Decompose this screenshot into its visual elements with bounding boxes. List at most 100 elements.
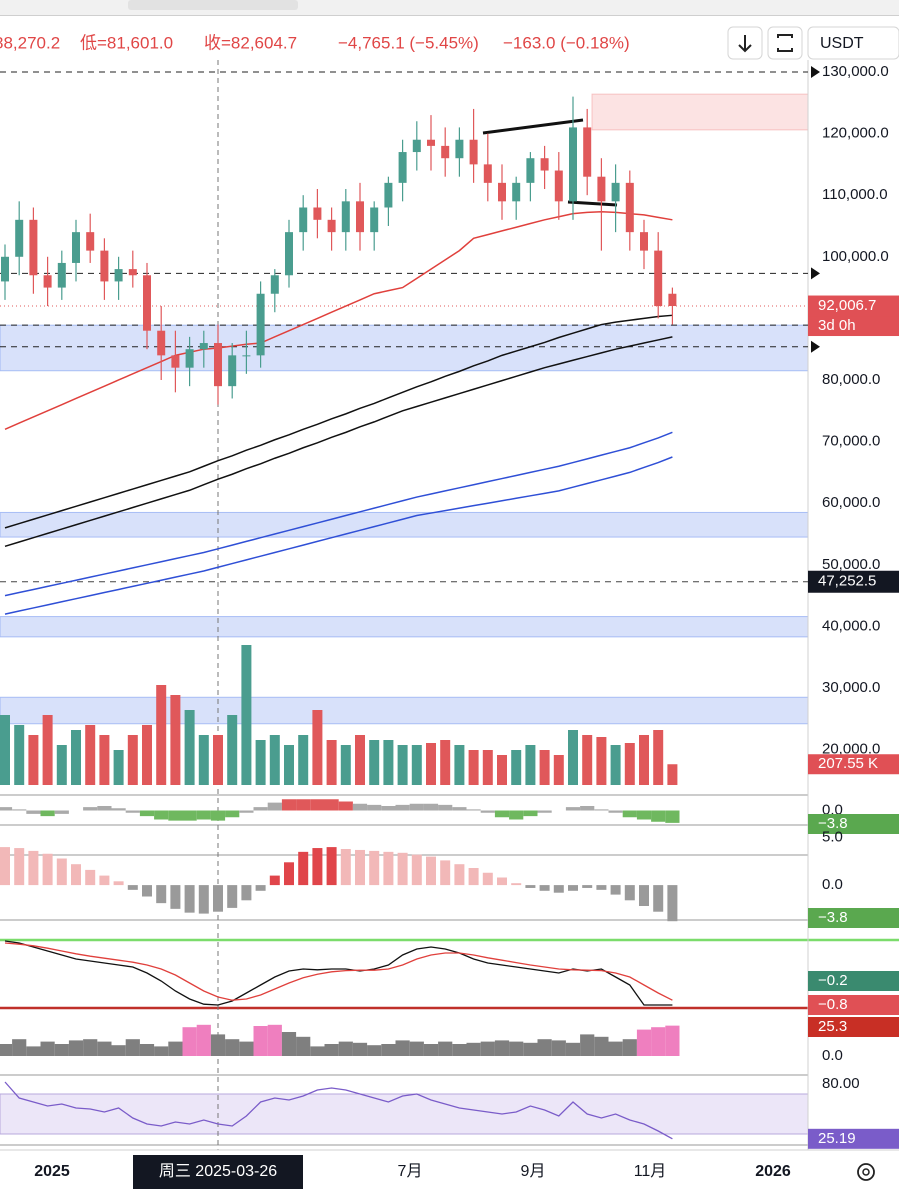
volume-label-bg [808,754,899,775]
zone [0,324,809,372]
indicator-bar [665,810,680,823]
volume-bar [397,745,408,785]
candle-body [483,164,492,183]
candle-body [512,182,521,202]
volume-bar [667,764,678,785]
volume-bar [610,745,621,785]
countdown: 3d 0h [818,317,856,334]
indicator-bar [338,801,353,811]
candle-body [597,176,606,202]
volume-bar [0,715,10,785]
y-tick-label: 40,000.0 [822,617,880,634]
volume-bar [312,710,323,785]
last-value-label-bg [808,995,899,1015]
indicator-bar [409,1041,424,1056]
level-marker [811,340,820,353]
indicator-bar [184,885,195,913]
marked-level-label-bg [808,570,899,593]
indicator-bar [423,1044,439,1056]
indicator-bar [182,810,197,821]
indicator-bar [539,885,550,891]
volume-bar [539,750,550,785]
volume-bar [284,745,294,785]
indicator-bar [225,1039,240,1056]
volume-bar [653,730,664,785]
indicator-bar [423,803,439,811]
ohlc-change: −4,765.1 (−5.45%) [338,33,479,52]
volume-bar [255,740,266,785]
indicator-bar [653,885,664,912]
indicator-bar [383,851,394,886]
volume-bar [269,735,280,785]
indicator-bar [127,885,138,890]
currency-button[interactable] [807,26,899,60]
indicator-bar [281,1032,297,1056]
indicator-bar [56,858,67,886]
x-tick-label: 2025 [34,1163,70,1180]
indicator-bar [324,799,339,811]
indicator-bar [565,1042,581,1056]
indicator-bar [480,1041,495,1056]
last-value-label: 25.19 [818,1130,856,1147]
indicator-bar [452,807,467,811]
candle-body [654,250,663,307]
volume-bar [525,745,536,785]
settings-icon[interactable] [857,1163,875,1181]
indicator-bar [608,810,623,813]
indicator-bar [198,885,209,914]
candle-body [128,269,137,276]
indicator-bar [509,810,524,820]
indicator-bar [667,885,678,922]
crosshair-label: 周三 2025-03-26 [159,1163,277,1180]
indicator-bar [253,807,268,811]
indicator-bar [352,803,368,811]
indicator-bar [553,885,564,893]
last-value-label-bg [808,1017,899,1037]
indicator-bar [210,1034,226,1056]
indicator-bar [111,1045,126,1056]
candle-body [611,182,620,202]
indicator-bar [352,1042,368,1056]
x-tick-label: 2026 [755,1163,791,1180]
indicator-bar [255,885,266,891]
indicator-bar [511,883,522,886]
indicator-bar [438,1041,453,1056]
indicator-bar [312,848,323,886]
indicator-bar [239,1041,254,1056]
indicator-bar [395,1040,410,1056]
volume-bar [355,735,365,785]
indicator-bar [111,808,126,811]
ohlc-high: 88,270.2 [0,33,60,52]
candle-body [370,207,379,233]
zone [0,511,809,538]
ohlc-low: 低=81,601.0 [80,33,173,52]
indicator-bar [608,1041,623,1056]
last-value-label-bg [808,971,899,991]
indicator-bar [68,1040,84,1056]
volume-bar [511,750,522,785]
indicator-bar [636,810,652,820]
down-icon [738,35,752,53]
back-layer [0,93,899,1146]
volume-bar [42,715,53,785]
volume-bar [340,745,351,785]
indicator-bar [296,1036,311,1056]
candle-body [199,343,208,350]
indicator-bar [367,1045,382,1056]
volume-bar [142,725,152,785]
last-value-label-bg [808,908,899,928]
indicator-bar [310,1046,325,1056]
fit-button[interactable] [767,26,803,60]
candle-body [554,170,563,202]
crosshair-label-bg [133,1155,303,1189]
volume-bar [170,695,181,785]
indicator-bar [113,881,124,886]
volume-bar [241,645,252,785]
line [4,431,673,597]
indicator-bar [565,807,581,811]
candle-body [185,349,194,368]
indicator-bar [253,1026,268,1056]
volume-bar [127,735,138,785]
marked-level-label: 47,252.5 [818,573,876,590]
indicator-bar [454,864,465,886]
